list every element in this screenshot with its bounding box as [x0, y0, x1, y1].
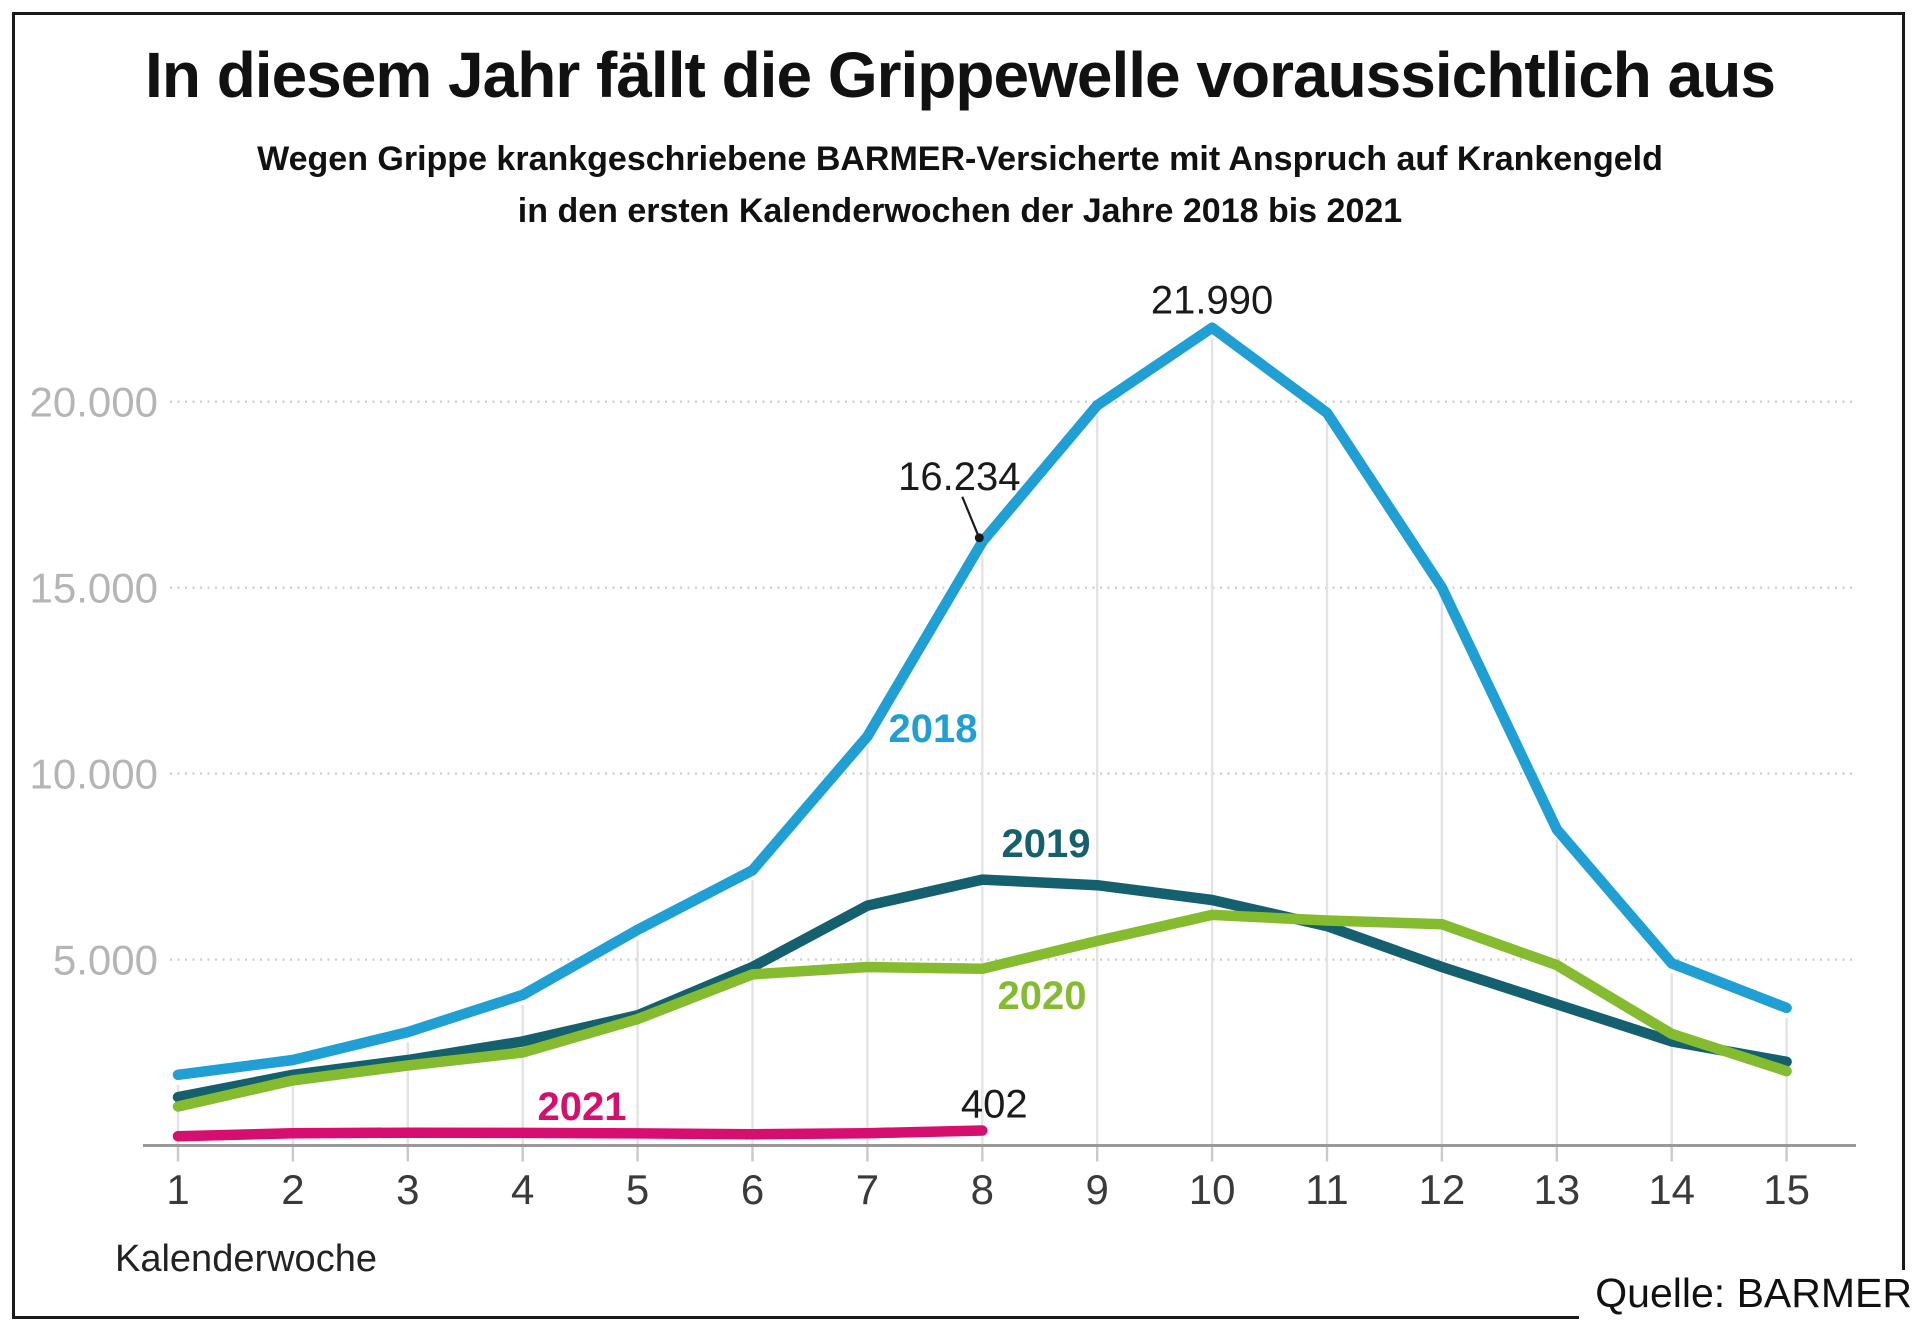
x-tick-label-4: 4	[511, 1166, 534, 1213]
x-axis-title: Kalenderwoche	[115, 1238, 377, 1280]
series-label-2019: 2019	[1002, 822, 1091, 866]
annotation-peak-value: 21.990	[1151, 279, 1273, 323]
chart-border	[12, 12, 1905, 1319]
series-line-2021	[172, 1125, 988, 1142]
series-label-2021: 2021	[538, 1085, 627, 1129]
x-tick-label-13: 13	[1533, 1166, 1580, 1213]
x-tick-label-5: 5	[626, 1166, 649, 1213]
y-tick-label-15.000: 15.000	[30, 565, 158, 612]
x-tick-label-15: 15	[1763, 1166, 1810, 1213]
annotation-week8-value: 16.234	[898, 455, 1020, 499]
annotation-connector-line	[961, 496, 980, 537]
y-tick-label-5.000: 5.000	[53, 937, 158, 984]
series-line-2020	[172, 909, 1792, 1112]
x-tick-label-12: 12	[1419, 1166, 1466, 1213]
annotation-point-dot	[974, 533, 984, 543]
annotation-2021-end-value: 402	[961, 1083, 1028, 1127]
chart-title: In diesem Jahr fällt die Grippewelle vor…	[145, 39, 1776, 111]
x-tick-label-9: 9	[1086, 1166, 1109, 1213]
x-tick-label-10: 10	[1189, 1166, 1236, 1213]
x-tick-label-6: 6	[741, 1166, 764, 1213]
x-tick-label-2: 2	[281, 1166, 304, 1213]
subtitle-line-2: in den ersten Kalenderwochen der Jahre 2…	[517, 192, 1403, 230]
y-tick-label-20.000: 20.000	[30, 379, 158, 426]
x-tick-label-14: 14	[1648, 1166, 1695, 1213]
chart-subtitle: Wegen Grippe krankgeschriebene BARMER-Ve…	[0, 133, 1920, 237]
series-label-2020: 2020	[998, 974, 1087, 1018]
series-line-2018	[172, 322, 1792, 1081]
x-tick-label-3: 3	[396, 1166, 419, 1213]
x-tick-label-11: 11	[1305, 1166, 1349, 1213]
series-line-2019	[172, 874, 1792, 1103]
x-tick-label-8: 8	[971, 1166, 994, 1213]
y-tick-label-10.000: 10.000	[30, 751, 158, 798]
subtitle-line-1: Wegen Grippe krankgeschriebene BARMER-Ve…	[257, 140, 1663, 178]
source-credit: Quelle: BARMER	[1579, 1270, 1918, 1333]
series-label-2018: 2018	[889, 707, 978, 751]
x-tick-label-1: 1	[166, 1166, 189, 1213]
x-tick-label-7: 7	[856, 1166, 879, 1213]
